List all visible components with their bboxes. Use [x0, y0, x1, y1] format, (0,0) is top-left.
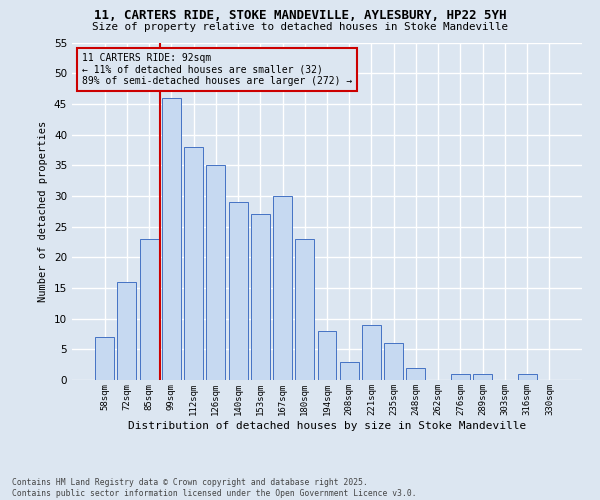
Bar: [362, 325, 381, 380]
Bar: [229, 202, 248, 380]
Text: Contains HM Land Registry data © Crown copyright and database right 2025.
Contai: Contains HM Land Registry data © Crown c…: [12, 478, 416, 498]
X-axis label: Distribution of detached houses by size in Stoke Mandeville: Distribution of detached houses by size …: [128, 420, 526, 430]
Bar: [451, 374, 470, 380]
Text: 11 CARTERS RIDE: 92sqm
← 11% of detached houses are smaller (32)
89% of semi-det: 11 CARTERS RIDE: 92sqm ← 11% of detached…: [82, 52, 352, 86]
Bar: [184, 147, 203, 380]
Bar: [340, 362, 359, 380]
Bar: [473, 374, 492, 380]
Text: Size of property relative to detached houses in Stoke Mandeville: Size of property relative to detached ho…: [92, 22, 508, 32]
Bar: [518, 374, 536, 380]
Bar: [384, 343, 403, 380]
Bar: [251, 214, 270, 380]
Bar: [273, 196, 292, 380]
Bar: [118, 282, 136, 380]
Bar: [140, 239, 158, 380]
Bar: [206, 165, 225, 380]
Text: 11, CARTERS RIDE, STOKE MANDEVILLE, AYLESBURY, HP22 5YH: 11, CARTERS RIDE, STOKE MANDEVILLE, AYLE…: [94, 9, 506, 22]
Bar: [406, 368, 425, 380]
Bar: [295, 239, 314, 380]
Bar: [95, 337, 114, 380]
Y-axis label: Number of detached properties: Number of detached properties: [38, 120, 49, 302]
Bar: [317, 331, 337, 380]
Bar: [162, 98, 181, 380]
